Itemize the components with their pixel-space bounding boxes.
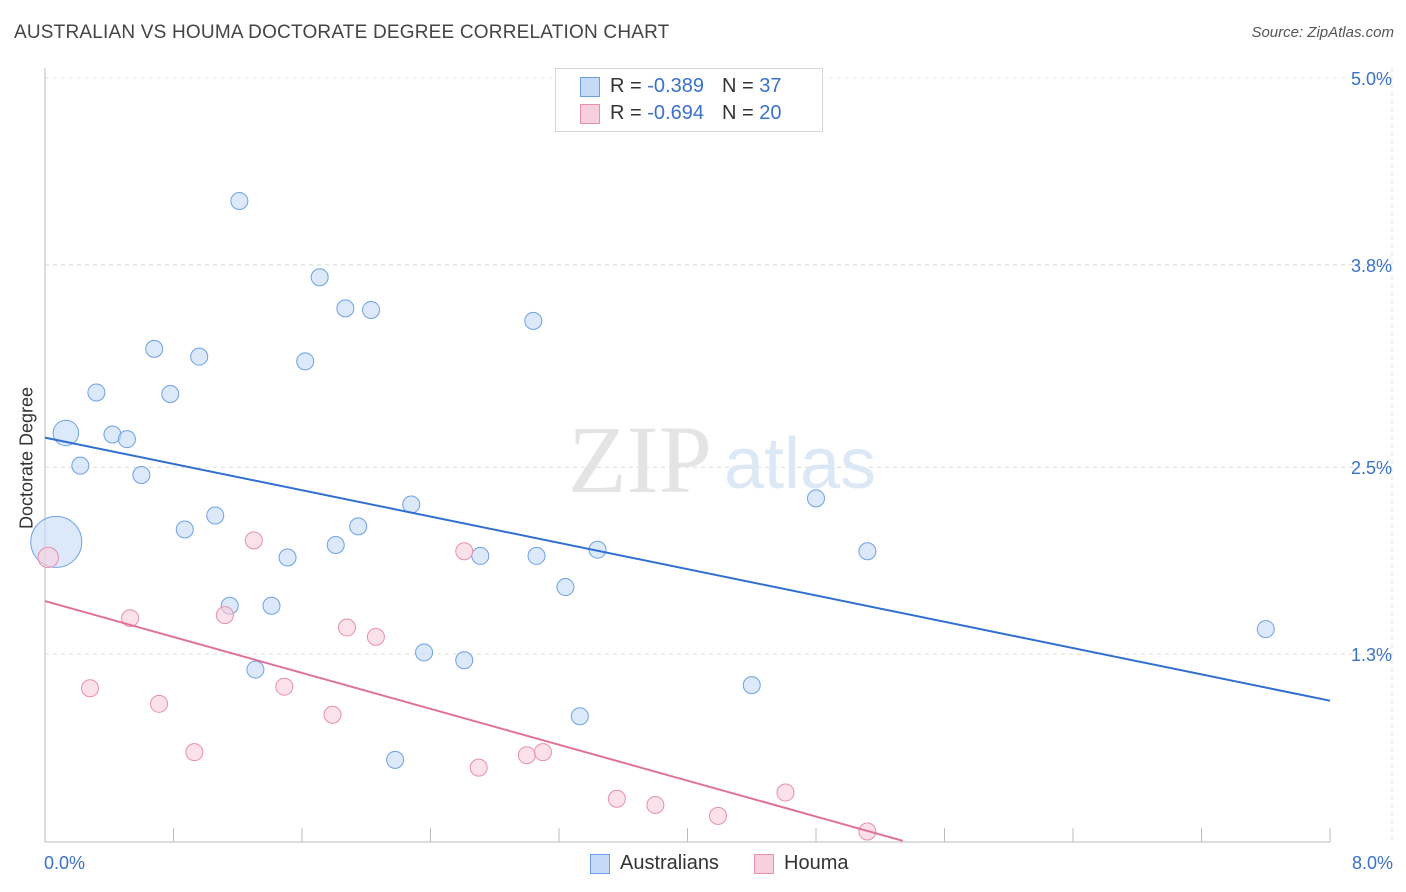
chart-title: AUSTRALIAN VS HOUMA DOCTORATE DEGREE COR… xyxy=(14,22,670,43)
australians-point xyxy=(296,352,315,371)
houma-point xyxy=(646,796,665,815)
bottom-legend-swatch-australians xyxy=(590,853,610,874)
australians-point xyxy=(87,383,106,402)
legend-r-label: R = xyxy=(610,75,642,97)
australians-point xyxy=(52,419,80,447)
australians-point xyxy=(1256,620,1275,639)
houma-point xyxy=(776,783,795,802)
houma-point xyxy=(244,531,263,550)
bottom-legend-swatch-houma xyxy=(754,853,774,874)
australians-point xyxy=(807,489,825,508)
legend-swatch-houma xyxy=(580,103,600,124)
australians-point xyxy=(278,548,297,567)
australians-point xyxy=(190,347,209,366)
y-tick-label: 1.3% xyxy=(1351,645,1392,665)
source-credit: Source: ZipAtlas.com xyxy=(1251,24,1394,41)
australians-point xyxy=(386,750,405,769)
houma-point xyxy=(185,743,204,762)
australians-point xyxy=(471,546,490,565)
australians-point xyxy=(349,517,368,536)
y-tick-label: 3.8% xyxy=(1351,256,1392,276)
australians-point xyxy=(556,578,575,597)
bottom-legend-label: Houma xyxy=(784,852,849,874)
australians-point xyxy=(527,546,546,565)
legend-r-label: R = xyxy=(610,102,642,124)
legend-n-value: 20 xyxy=(759,102,782,124)
australians-trend-line xyxy=(44,436,1331,702)
legend-r-value: -0.389 xyxy=(647,75,704,97)
australians-point xyxy=(326,536,345,555)
australians-point xyxy=(71,456,90,475)
houma-point xyxy=(150,694,169,713)
houma-point xyxy=(323,705,342,724)
australians-point xyxy=(145,339,164,358)
watermark: ZIP atlas xyxy=(568,406,876,513)
y-tick-label: 2.5% xyxy=(1351,458,1392,478)
australians-point xyxy=(455,651,474,670)
australians-point xyxy=(336,299,355,318)
legend-n-label: N = xyxy=(721,75,754,97)
legend-r-value: -0.694 xyxy=(647,102,704,124)
australians-point xyxy=(858,542,877,561)
legend-row-houma: R = -0.694 N = 20 xyxy=(580,102,781,126)
correlation-legend: R = -0.389 N = 37 R = -0.694 N = 20 xyxy=(555,68,823,132)
tick-labels: 1.3% 2.5% 3.8% 5.0% 0.0% 8.0% xyxy=(44,69,1393,873)
houma-point xyxy=(337,618,356,637)
australians-point xyxy=(570,707,589,726)
data-points xyxy=(30,191,1275,841)
trend-lines xyxy=(44,436,1331,842)
australians-point xyxy=(175,520,194,539)
australians-point xyxy=(206,506,225,525)
legend-row-australians: R = -0.389 N = 37 xyxy=(580,75,781,99)
bottom-legend-label: Australians xyxy=(620,852,719,874)
x-tick-label: 0.0% xyxy=(44,853,85,873)
houma-point xyxy=(121,609,140,628)
houma-point xyxy=(533,743,552,762)
australians-point xyxy=(132,465,151,484)
houma-point xyxy=(37,546,59,569)
australians-point xyxy=(362,300,381,319)
houma-point xyxy=(455,542,474,561)
australians-point xyxy=(524,311,543,330)
houma-point xyxy=(366,627,385,646)
houma-point xyxy=(80,679,99,698)
legend-n-value: 37 xyxy=(759,75,782,97)
australians-point xyxy=(117,430,136,449)
bottom-legend-australians: Australians xyxy=(590,852,719,876)
australians-point xyxy=(310,268,329,287)
houma-point xyxy=(469,758,488,777)
houma-point xyxy=(275,677,294,696)
australians-point xyxy=(262,596,281,615)
australians-point xyxy=(246,660,265,679)
watermark-atlas: atlas xyxy=(724,424,876,504)
australians-point xyxy=(415,643,434,662)
legend-n-label: N = xyxy=(721,102,754,124)
houma-point xyxy=(709,806,728,825)
bottom-legend-houma: Houma xyxy=(754,852,848,876)
houma-point xyxy=(215,606,234,625)
houma-point xyxy=(607,789,626,808)
watermark-zip: ZIP xyxy=(568,406,712,513)
australians-point xyxy=(230,191,249,210)
houma-point xyxy=(517,746,536,765)
gridlines xyxy=(45,68,1393,842)
australians-point xyxy=(161,385,180,404)
y-tick-label: 5.0% xyxy=(1351,69,1392,89)
legend-swatch-australians xyxy=(580,76,600,97)
australians-point xyxy=(742,676,761,695)
houma-trend-line xyxy=(44,600,904,842)
axes xyxy=(44,68,1331,843)
x-tick-label: 8.0% xyxy=(1352,853,1393,873)
